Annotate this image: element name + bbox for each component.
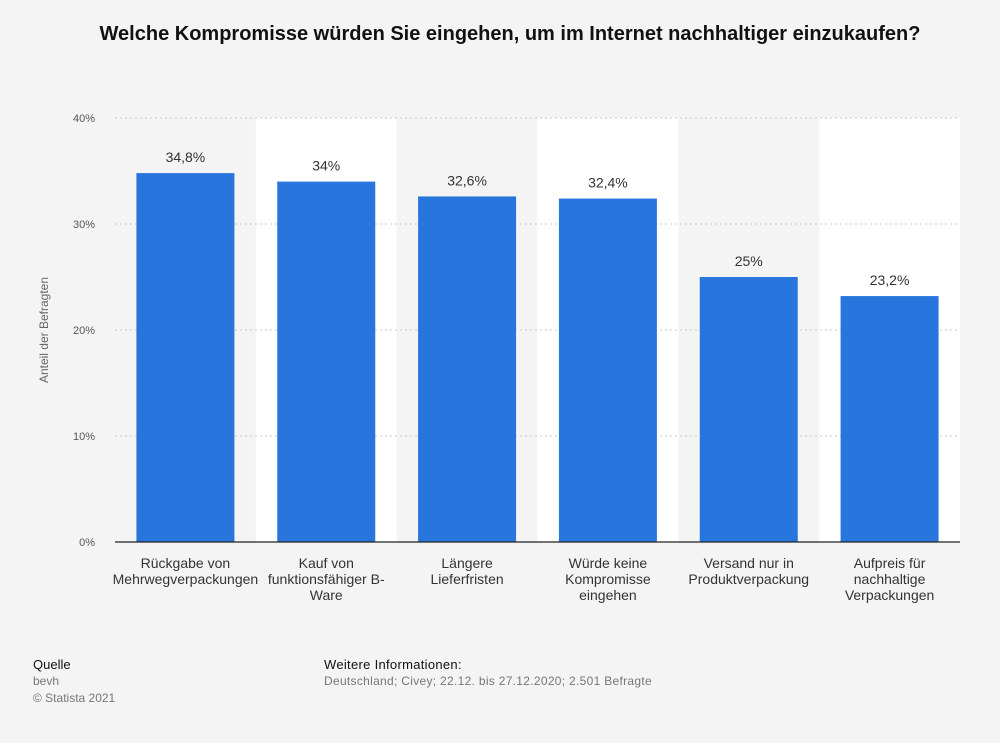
x-tick-label-line: nachhaltige (853, 571, 926, 587)
x-tick-label-line: Längere (441, 555, 493, 571)
chart-title: Welche Kompromisse würden Sie eingehen, … (99, 23, 921, 45)
x-tick-label-line: eingehen (579, 587, 637, 603)
source-heading: Quelle (33, 657, 71, 672)
x-tick-label: Würde keine Kompromisse eingehen (533, 555, 683, 603)
bars (136, 173, 939, 542)
x-tick-label: Aufpreis für nachhaltige Verpackungen (815, 555, 965, 603)
x-tick-label-line: Kauf von (298, 555, 354, 571)
y-tick-label: 10% (73, 431, 95, 443)
info-text: Deutschland; Civey; 22.12. bis 27.12.202… (324, 674, 652, 688)
y-axis-ticks: 0% 10% 20% 30% 40% (73, 113, 95, 549)
value-labels: 34,8% 34% 32,6% 32,4% 25% 23,2% (166, 149, 910, 288)
data-label: 25% (735, 253, 763, 269)
x-tick-label: Rückgabe von Mehrwegverpackungen (110, 555, 260, 587)
bar[interactable] (136, 173, 235, 542)
x-tick-label-line: Produktverpackung (688, 571, 810, 587)
gridlines (115, 117, 960, 437)
y-tick-label: 30% (73, 219, 95, 231)
x-tick-label-line: Mehrwegverpackungen (112, 571, 259, 587)
bar[interactable] (699, 277, 798, 542)
x-tick-label-line: Kompromisse (565, 571, 651, 587)
data-label: 34,8% (166, 149, 206, 165)
x-tick-label-line: Würde keine (568, 555, 648, 571)
copyright: © Statista 2021 (33, 691, 116, 705)
x-tick-label-line: Lieferfristen (430, 571, 504, 587)
y-axis-title: Anteil der Befragten (37, 276, 51, 384)
source-block: Quelle bevh © Statista 2021 (33, 656, 115, 707)
x-tick-label-line: Verpackungen (844, 587, 935, 603)
bar[interactable] (558, 198, 657, 542)
bar[interactable] (418, 196, 517, 542)
x-tick-label-line: Rückgabe von (140, 555, 231, 571)
x-tick-label: Längere Lieferfristen (392, 555, 542, 587)
bar[interactable] (277, 181, 376, 542)
y-tick-label: 20% (73, 325, 95, 337)
y-tick-label: 40% (73, 113, 95, 125)
data-label: 23,2% (870, 272, 910, 288)
data-label: 34% (312, 158, 340, 174)
x-tick-label: Kauf von funktionsfähiger B- Ware (251, 555, 401, 603)
info-heading: Weitere Informationen: (324, 657, 462, 672)
x-tick-label-line: funktionsfähiger B- (267, 571, 385, 587)
x-tick-label-line: Aufpreis für (853, 555, 926, 571)
x-tick-label-line: Versand nur in (703, 555, 794, 571)
source-name: bevh (33, 674, 60, 688)
bar[interactable] (840, 296, 939, 542)
info-block: Weitere Informationen: Deutschland; Cive… (324, 656, 652, 690)
data-label: 32,6% (447, 172, 487, 188)
x-tick-label-line: Ware (309, 587, 343, 603)
y-tick-label: 0% (79, 537, 95, 549)
x-tick-label: Versand nur in Produktverpackung (674, 555, 824, 587)
data-label: 32,4% (588, 175, 628, 191)
